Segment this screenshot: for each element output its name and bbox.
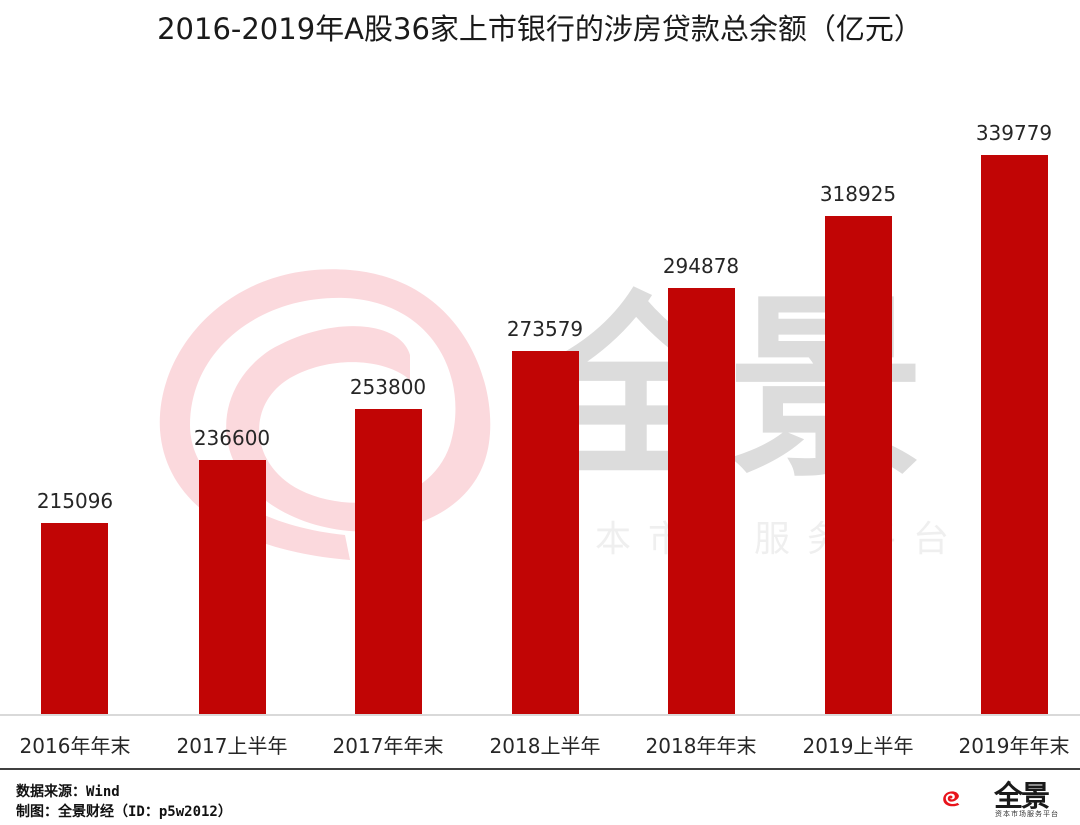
bar-2016-end (41, 523, 108, 714)
bar-value-label: 294878 (662, 254, 740, 278)
bar-2017-h1 (199, 460, 266, 714)
x-tick-label: 2016年年末 (19, 734, 131, 758)
x-tick-label: 2019上半年 (802, 734, 914, 758)
bar-value-label: 318925 (819, 182, 897, 206)
bar-2017-end (355, 409, 422, 714)
x-tick-label: 2017上半年 (176, 734, 288, 758)
bar-value-label: 215096 (36, 489, 114, 513)
bar-2019-end (981, 155, 1048, 714)
logo-brand-text: 全景 (994, 779, 1050, 813)
bar-value-label: 273579 (506, 317, 584, 341)
bar-value-label: 236600 (193, 426, 271, 450)
x-tick-label: 2019年年末 (958, 734, 1070, 758)
data-source-note: 数据来源：Wind (16, 784, 120, 800)
footer-divider (0, 768, 1080, 770)
bar-value-label: 253800 (349, 375, 427, 399)
brand-logo-icon (943, 791, 960, 807)
logo-tagline: 资本市场服务平台 (995, 810, 1059, 818)
x-tick-label: 2017年年末 (332, 734, 444, 758)
bar-2019-h1 (825, 216, 892, 714)
bar-value-label: 339779 (975, 121, 1053, 145)
chart-title: 2016-2019年A股36家上市银行的涉房贷款总余额（亿元） (157, 12, 923, 46)
bar-2018-end (668, 288, 735, 714)
x-axis-line (0, 714, 1080, 716)
bar-2018-h1 (512, 351, 579, 714)
x-tick-label: 2018年年末 (645, 734, 757, 758)
watermark-swirl-icon (159, 269, 491, 560)
credit-note: 制图：全景财经（ID：p5w2012） (16, 804, 232, 820)
x-tick-label: 2018上半年 (489, 734, 601, 758)
